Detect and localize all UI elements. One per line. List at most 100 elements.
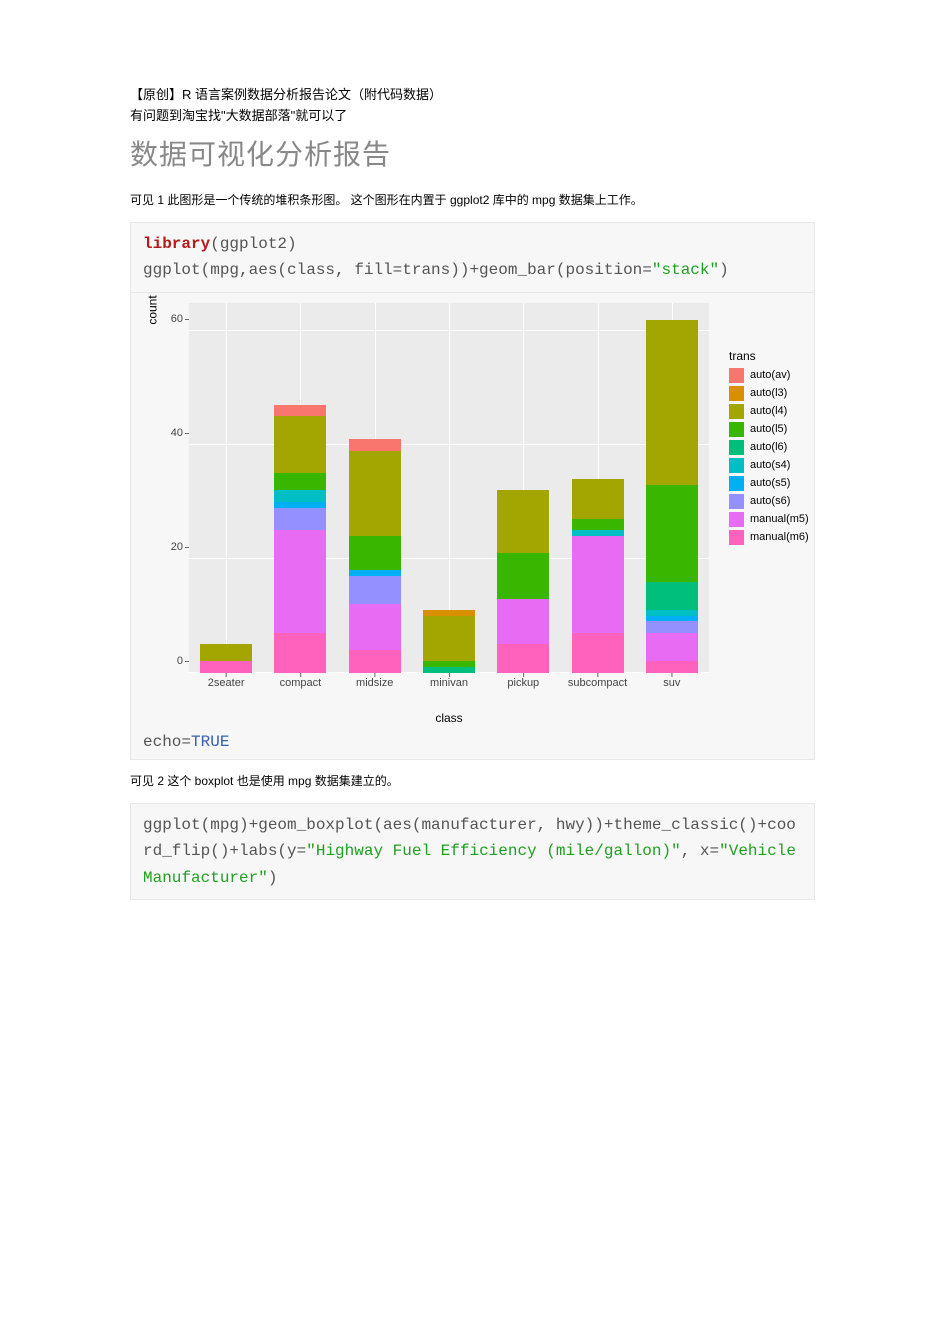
page-title: 数据可视化分析报告 bbox=[130, 133, 815, 173]
code-text: ) bbox=[719, 261, 729, 279]
legend-label: auto(av) bbox=[750, 367, 790, 384]
bar-segment bbox=[497, 599, 549, 645]
echo-value: TRUE bbox=[191, 733, 229, 751]
bar-stack bbox=[274, 405, 326, 672]
legend-label: auto(l3) bbox=[750, 385, 787, 402]
code-string: "Highway Fuel Efficiency (mile/gallon)" bbox=[306, 842, 680, 860]
x-tick: pickup bbox=[507, 677, 539, 689]
bar-segment bbox=[274, 490, 326, 501]
legend-label: auto(l6) bbox=[750, 439, 787, 456]
bar-segment bbox=[349, 536, 401, 570]
code-block-2: ggplot(mpg)+geom_boxplot(aes(manufacture… bbox=[130, 803, 815, 900]
bar-segment bbox=[646, 621, 698, 632]
y-axis-ticks: 0 20 40 60 bbox=[163, 303, 189, 673]
legend-swatch bbox=[729, 530, 744, 545]
legend-title: trans bbox=[729, 349, 809, 363]
bar-segment bbox=[646, 582, 698, 610]
bar-segment bbox=[572, 633, 624, 673]
x-tick: 2seater bbox=[208, 677, 245, 689]
legend-swatch bbox=[729, 512, 744, 527]
legend-item: auto(l6) bbox=[729, 439, 809, 456]
x-tick: minivan bbox=[430, 677, 468, 689]
bar-segment bbox=[572, 479, 624, 519]
x-tick: subcompact bbox=[568, 677, 627, 689]
gridline-vertical bbox=[226, 303, 227, 673]
bar-stack bbox=[497, 490, 549, 672]
bar-segment bbox=[349, 439, 401, 450]
legend-item: auto(s6) bbox=[729, 493, 809, 510]
legend: trans auto(av)auto(l3)auto(l4)auto(l5)au… bbox=[729, 303, 809, 547]
code-text: (ggplot2) bbox=[210, 235, 296, 253]
bar-segment bbox=[200, 661, 252, 672]
bar-segment bbox=[497, 490, 549, 553]
bar-segment bbox=[349, 576, 401, 604]
bar-segment bbox=[646, 661, 698, 672]
bar-segment bbox=[646, 485, 698, 582]
code-text: , x= bbox=[681, 842, 719, 860]
echo-line: echo=TRUE bbox=[143, 733, 802, 751]
bar-stack bbox=[646, 320, 698, 673]
bar-segment bbox=[274, 508, 326, 531]
bar-segment bbox=[200, 644, 252, 661]
legend-swatch bbox=[729, 458, 744, 473]
legend-swatch bbox=[729, 440, 744, 455]
code-text: ggplot(mpg,aes(class, fill=trans))+geom_… bbox=[143, 261, 652, 279]
legend-swatch bbox=[729, 386, 744, 401]
legend-item: auto(l3) bbox=[729, 385, 809, 402]
bar-stack bbox=[200, 644, 252, 672]
y-axis-label-col: count bbox=[143, 303, 163, 317]
x-tick: midsize bbox=[356, 677, 393, 689]
y-axis-label: count bbox=[146, 295, 160, 324]
x-axis-label: class bbox=[189, 711, 709, 725]
bar-stack bbox=[572, 479, 624, 673]
y-tick: 60 bbox=[171, 313, 183, 325]
legend-swatch bbox=[729, 476, 744, 491]
legend-label: auto(s4) bbox=[750, 457, 790, 474]
y-tick: 20 bbox=[171, 541, 183, 553]
bar-segment bbox=[646, 320, 698, 485]
bar-segment bbox=[274, 416, 326, 473]
bar-segment bbox=[497, 644, 549, 672]
legend-swatch bbox=[729, 422, 744, 437]
chart-wrap: count 0204060 trans auto(av)auto(l3)auto… bbox=[143, 303, 802, 673]
bar-segment bbox=[274, 530, 326, 632]
bar-segment bbox=[349, 650, 401, 673]
header-line-1: 【原创】R 语言案例数据分析报告论文（附代码数据） bbox=[130, 85, 815, 106]
legend-item: manual(m6) bbox=[729, 529, 809, 546]
bar-stack bbox=[423, 610, 475, 673]
legend-label: manual(m6) bbox=[750, 529, 809, 546]
legend-swatch bbox=[729, 494, 744, 509]
legend-label: auto(l4) bbox=[750, 403, 787, 420]
bar-segment bbox=[572, 536, 624, 633]
bar-segment bbox=[497, 553, 549, 599]
y-tick: 0 bbox=[177, 655, 183, 667]
bar-segment bbox=[646, 633, 698, 661]
figure-2-caption: 可见 2 这个 boxplot 也是使用 mpg 数据集建立的。 bbox=[130, 772, 815, 791]
x-tick: compact bbox=[280, 677, 322, 689]
legend-item: auto(s4) bbox=[729, 457, 809, 474]
legend-swatch bbox=[729, 368, 744, 383]
document-page: 【原创】R 语言案例数据分析报告论文（附代码数据） 有问题到淘宝找"大数据部落"… bbox=[0, 0, 945, 960]
legend-label: auto(l5) bbox=[750, 421, 787, 438]
bar-segment bbox=[274, 405, 326, 416]
bar-segment bbox=[572, 519, 624, 530]
bar-segment bbox=[274, 633, 326, 673]
bar-stack bbox=[349, 439, 401, 672]
code-block-1: library(ggplot2) ggplot(mpg,aes(class, f… bbox=[130, 222, 815, 293]
figure-1-caption: 可见 1 此图形是一个传统的堆积条形图。 这个图形在内置于 ggplot2 库中… bbox=[130, 191, 815, 210]
legend-label: manual(m5) bbox=[750, 511, 809, 528]
legend-item: auto(s5) bbox=[729, 475, 809, 492]
legend-swatch bbox=[729, 404, 744, 419]
legend-item: manual(m5) bbox=[729, 511, 809, 528]
plot-panel bbox=[189, 303, 709, 673]
legend-item: auto(l4) bbox=[729, 403, 809, 420]
bar-segment bbox=[349, 604, 401, 650]
y-tick: 40 bbox=[171, 427, 183, 439]
header-line-2: 有问题到淘宝找"大数据部落"就可以了 bbox=[130, 106, 815, 127]
bar-segment bbox=[423, 616, 475, 662]
echo-label: echo= bbox=[143, 733, 191, 751]
x-axis-ticks: 2seater compact midsize minivan pickup subcom… bbox=[189, 673, 709, 691]
legend-label: auto(s6) bbox=[750, 493, 790, 510]
x-tick: suv bbox=[663, 677, 680, 689]
bar-segment bbox=[274, 473, 326, 490]
